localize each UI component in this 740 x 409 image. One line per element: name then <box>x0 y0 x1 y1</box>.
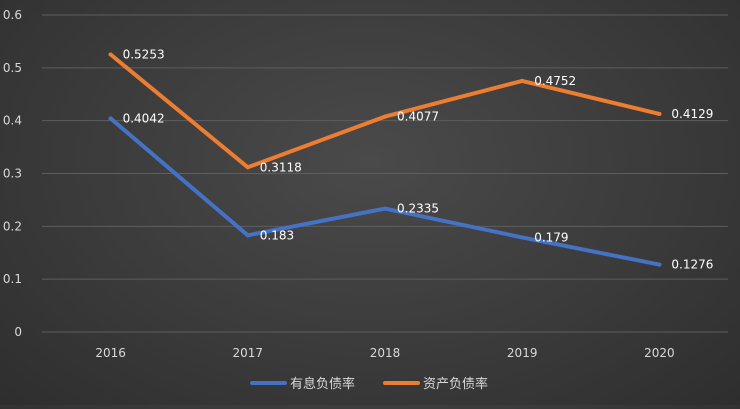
series-lines <box>108 52 662 267</box>
x-axis-ticks: 2016 2017 2018 2019 2020 <box>95 346 674 360</box>
data-label: 0.1276 <box>671 258 713 272</box>
data-label: 0.4042 <box>123 111 165 125</box>
gridlines <box>42 14 728 333</box>
y-tick-label: 0.6 <box>3 8 22 22</box>
series-line-1 <box>108 116 662 267</box>
data-point <box>108 116 113 121</box>
data-label: 0.5253 <box>123 47 165 61</box>
y-tick-label: 0.1 <box>3 272 22 286</box>
x-tick-label: 2019 <box>507 346 538 360</box>
data-label: 0.2335 <box>397 202 439 216</box>
data-label: 0.3118 <box>260 160 302 174</box>
x-tick-label: 2017 <box>233 346 264 360</box>
data-label: 0.183 <box>260 228 294 242</box>
legend-label: 资产负债率 <box>423 376 488 392</box>
legend: 有息负债率 资产负债率 <box>250 376 488 392</box>
y-tick-label: 0.2 <box>3 219 22 233</box>
data-label: 0.4077 <box>397 110 439 124</box>
data-point <box>657 262 662 267</box>
x-tick-label: 2016 <box>95 346 126 360</box>
legend-label: 有息负债率 <box>290 376 355 392</box>
data-point <box>245 233 250 238</box>
y-tick-label: 0.3 <box>3 167 22 181</box>
y-axis-ticks: 0 0.1 0.2 0.3 0.4 0.5 0.6 <box>3 8 22 339</box>
x-tick-label: 2020 <box>644 346 675 360</box>
y-tick-label: 0.4 <box>3 114 22 128</box>
data-point <box>383 114 387 119</box>
data-labels: 0.4042 0.183 0.2335 0.179 0.1276 0.5253 0.3118… <box>123 47 714 271</box>
data-point <box>245 165 250 170</box>
data-point <box>657 111 662 116</box>
data-label: 0.4752 <box>534 74 576 88</box>
y-tick-label: 0 <box>14 325 22 339</box>
y-tick-label: 0.5 <box>3 61 22 75</box>
data-point <box>520 78 525 83</box>
data-point <box>108 52 113 57</box>
series-line-2 <box>108 52 662 170</box>
data-label: 0.4129 <box>671 107 713 121</box>
data-point <box>383 206 387 211</box>
x-tick-label: 2018 <box>370 346 401 360</box>
data-label: 0.179 <box>534 230 568 244</box>
data-point <box>520 235 525 240</box>
